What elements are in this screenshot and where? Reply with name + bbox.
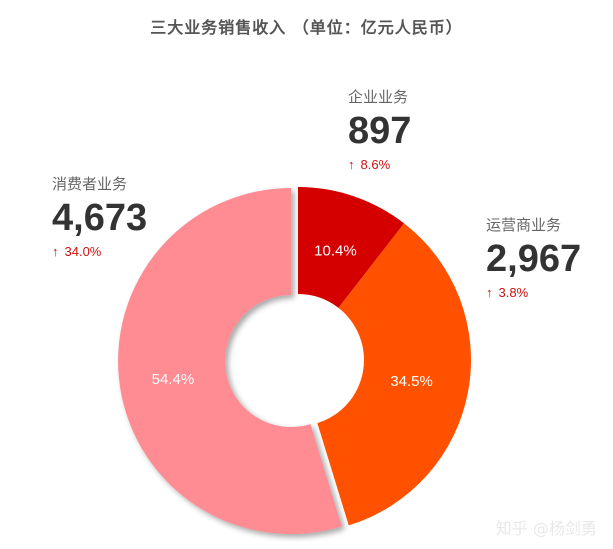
annotation-consumer: 消费者业务 4,673 ↑ 34.0% (52, 173, 147, 259)
growth-badge: ↑ 34.0% (52, 244, 147, 259)
category-value: 2,967 (486, 238, 582, 280)
category-name: 运营商业务 (486, 216, 562, 234)
slice-carrier (317, 223, 471, 526)
annotation-enterprise: 企业业务 897 ↑ 8.6% (348, 86, 411, 172)
category-name: 消费者业务 (52, 175, 128, 193)
chart-title: 三大业务销售收入 （单位：亿元人民币） (150, 18, 463, 37)
growth-value: 3.8% (498, 285, 529, 300)
category-value: 897 (348, 110, 412, 152)
arrow-up-icon: ↑ (348, 157, 355, 172)
percent-label: 34.5% (390, 373, 433, 390)
category-name: 企业业务 (348, 88, 409, 106)
slice-enterprise (298, 187, 405, 308)
percent-label: 54.4% (152, 371, 195, 388)
category-value: 4,673 (52, 197, 148, 239)
slice-consumer (118, 188, 342, 535)
growth-badge: ↑ 8.6% (348, 157, 411, 172)
watermark: 知乎 @杨剑勇 (495, 519, 597, 538)
annotation-carrier: 运营商业务 2,967 ↑ 3.8% (486, 214, 581, 300)
growth-badge: ↑ 3.8% (486, 285, 581, 300)
growth-value: 34.0% (64, 244, 102, 259)
percent-label: 10.4% (314, 243, 357, 260)
arrow-up-icon: ↑ (52, 244, 59, 259)
arrow-up-icon: ↑ (486, 285, 493, 300)
growth-value: 8.6% (360, 157, 391, 172)
